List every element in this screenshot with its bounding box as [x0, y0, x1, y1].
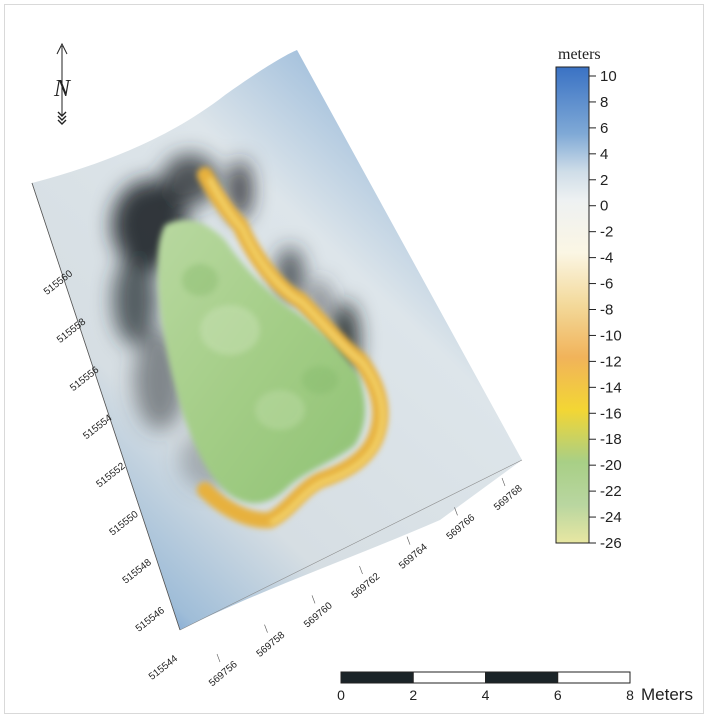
- northing-tick-label: 515544: [147, 653, 180, 682]
- northing-tick-label: 515552: [94, 461, 127, 490]
- easting-tick-label: 569764: [397, 542, 430, 572]
- north-label: N: [53, 76, 72, 102]
- legend-tick-label: -20: [600, 457, 622, 474]
- legend-tick-label: -18: [600, 431, 622, 448]
- scale-bar-segment: [340, 671, 414, 684]
- scale-bar-segment: [557, 671, 631, 684]
- legend-tick-label: -16: [600, 405, 622, 422]
- legend-tick-label: 2: [600, 172, 608, 189]
- easting-tick-label: 569756: [207, 659, 240, 689]
- easting-tick-mark: [264, 624, 268, 633]
- rim-highlight: [207, 177, 385, 525]
- scale-bar-segment: [412, 671, 486, 684]
- scale-bar-unit: Meters: [641, 685, 693, 704]
- scale-bar-tick-label: 0: [337, 687, 345, 703]
- figure-frame: [4, 4, 704, 714]
- scale-bar-tick-label: 2: [409, 687, 417, 703]
- easting-tick-label: 569766: [445, 512, 478, 542]
- easting-tick-mark: [359, 565, 363, 575]
- easting-tick-mark: [454, 507, 458, 516]
- legend-tick-label: 6: [600, 120, 608, 137]
- northing-tick-label: 515550: [108, 509, 141, 538]
- legend-tick-label: 0: [600, 198, 608, 215]
- legend-ticks: 10 8 6 4 2 0 -2 -4 -6 -8 -10 -12 -14 -16 -18 -20 -22 -24 -…: [589, 68, 622, 552]
- legend-tick-label: -12: [600, 353, 622, 370]
- easting-tick-mark: [501, 477, 506, 487]
- easting-tick-label: 569758: [255, 630, 288, 660]
- pit-texture: [182, 264, 338, 430]
- legend-tick-label: -24: [600, 509, 622, 526]
- legend-tick-label: -22: [600, 483, 622, 500]
- easting-tick-mark: [216, 653, 221, 663]
- legend-tick-label: -6: [600, 276, 613, 293]
- northing-tick-label: 515546: [134, 605, 167, 634]
- scale-bar-segment: [485, 671, 559, 684]
- northing-tick-label: 515548: [121, 557, 154, 586]
- north-arrow-icon: [56, 42, 68, 125]
- legend-tick-label: -26: [600, 535, 622, 552]
- scale-bar-tick-label: 4: [482, 687, 490, 703]
- legend-tick-label: 10: [600, 68, 617, 85]
- northing-tick-label: 515554: [81, 413, 114, 442]
- legend-tick-label: -2: [600, 224, 613, 241]
- surface-edge-bottom: [179, 459, 523, 631]
- legend-tick-label: -4: [600, 250, 613, 267]
- scale-bar-tick-label: 6: [554, 687, 562, 703]
- legend-tick-label: 4: [600, 146, 608, 163]
- easting-tick-mark: [311, 595, 316, 604]
- legend-tick-label: -14: [600, 379, 622, 396]
- legend-tick-label: -10: [600, 327, 622, 344]
- scale-bar-tick-label: 8: [626, 687, 634, 703]
- scale-bar: 0 2 4 6 8 Meters: [337, 671, 693, 704]
- legend-title: meters: [558, 46, 601, 63]
- legend-color-ramp: [555, 66, 590, 544]
- legend-tick-label: 8: [600, 94, 608, 111]
- easting-tick-label: 569762: [350, 571, 383, 601]
- northing-axis-line: [31, 182, 181, 631]
- easting-tick-label: 569760: [302, 600, 335, 630]
- legend-tick-label: -8: [600, 302, 613, 319]
- easting-tick-label: 569768: [492, 483, 525, 513]
- easting-tick-mark: [406, 536, 411, 545]
